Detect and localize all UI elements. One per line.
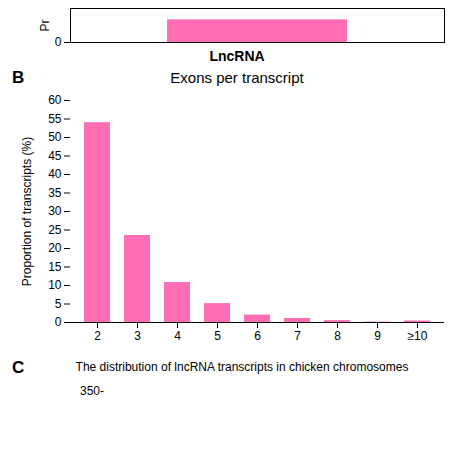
svg-text:60: 60 (48, 93, 62, 107)
svg-text:0: 0 (55, 35, 62, 48)
svg-text:30: 30 (48, 204, 62, 218)
html-text:The distribution of lncRNA tra: The distribution of lncRNA transcripts i… (75, 360, 409, 374)
svg-text:35: 35 (48, 186, 62, 200)
html-text:Exons per transcript: Exons per transcript (170, 69, 304, 86)
svg-text:3: 3 (134, 329, 141, 343)
svg-text:15: 15 (48, 260, 62, 274)
svg-text:7: 7 (294, 329, 301, 343)
svg-text:10: 10 (48, 278, 62, 292)
svg-text:40: 40 (48, 167, 62, 181)
svg-text:2: 2 (94, 329, 101, 343)
svg-text:9: 9 (374, 329, 381, 343)
svg-text:8: 8 (334, 329, 341, 343)
html-text:B: B (12, 68, 25, 87)
html-text:LncRNA: LncRNA (209, 48, 265, 64)
svg-text:Proportion of transcripts (%): Proportion of transcripts (%) (20, 137, 34, 286)
svg-text:25: 25 (48, 223, 62, 237)
svg-text:0: 0 (55, 315, 62, 329)
svg-text:5: 5 (55, 297, 62, 311)
svg-text:Pr: Pr (38, 19, 52, 31)
html-text:350-: 350- (80, 384, 104, 398)
svg-text:55: 55 (48, 112, 62, 126)
svg-text:≥10: ≥10 (408, 329, 428, 343)
svg-text:4: 4 (174, 329, 181, 343)
svg-text:50: 50 (48, 130, 62, 144)
svg-text:6: 6 (254, 329, 261, 343)
html-text:C: C (12, 358, 25, 377)
svg-text:5: 5 (214, 329, 221, 343)
svg-text:20: 20 (48, 241, 62, 255)
svg-text:45: 45 (48, 149, 62, 163)
